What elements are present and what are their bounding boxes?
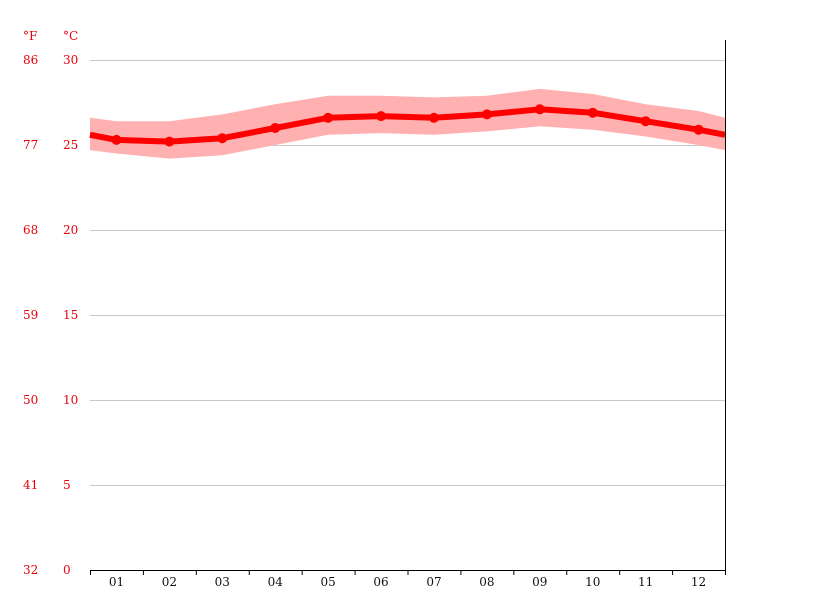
y-tick-fahrenheit: 77 [23,138,38,152]
y-tick-fahrenheit: 59 [23,308,38,322]
x-tick-label: 12 [691,575,706,589]
x-tick-label: 06 [373,575,388,589]
data-point-04 [270,123,281,133]
data-point-05 [323,112,334,123]
x-tick-label: 08 [479,575,494,589]
data-point-10 [587,107,598,118]
data-point-12 [693,124,704,135]
x-tick-label: 10 [585,575,600,589]
data-point-11 [640,116,651,127]
y-tick-fahrenheit: 86 [23,53,38,67]
data-point-09 [534,104,545,115]
x-tick-label: 04 [268,575,284,589]
x-tick-label: 09 [532,575,547,589]
axes [90,40,726,575]
y-tick-fahrenheit: 41 [23,478,38,492]
y-tick-celsius: 5 [63,478,71,492]
data-point-02 [164,136,175,147]
data-point-01 [111,134,122,145]
y-tick-fahrenheit: 50 [23,393,38,407]
y-tick-celsius: 30 [63,53,78,67]
x-axis-labels: 01 02 03 04 05 06 07 08 09 10 11 12 [109,575,706,589]
y-axis-labels: °F °C 32 0 41 5 50 10 59 15 68 20 77 25 86 30 [23,29,78,577]
y-tick-fahrenheit: 32 [23,563,38,577]
y-tick-celsius: 10 [63,393,78,407]
data-point-06 [376,111,387,122]
y-tick-celsius: 0 [63,563,71,577]
data-point-03 [217,133,228,144]
range-band-polygon [90,88,725,159]
temperature-range-band [90,88,725,159]
temperature-series [89,104,726,147]
data-point-07 [428,112,439,123]
y-tick-celsius: 15 [63,308,78,322]
fahrenheit-unit-label: °F [23,29,37,43]
y-tick-celsius: 25 [63,138,78,152]
y-tick-celsius: 20 [63,223,78,237]
data-point-08 [481,109,492,120]
x-tick-label: 01 [109,575,124,589]
x-tick-label: 03 [215,575,230,589]
x-tick-label: 11 [638,575,653,589]
x-tick-label: 07 [426,575,441,589]
celsius-unit-label: °C [63,29,78,43]
temperature-line [89,106,726,145]
x-tick-label: 02 [162,575,177,589]
x-tick-label: 05 [320,575,335,589]
y-tick-fahrenheit: 68 [23,223,38,237]
